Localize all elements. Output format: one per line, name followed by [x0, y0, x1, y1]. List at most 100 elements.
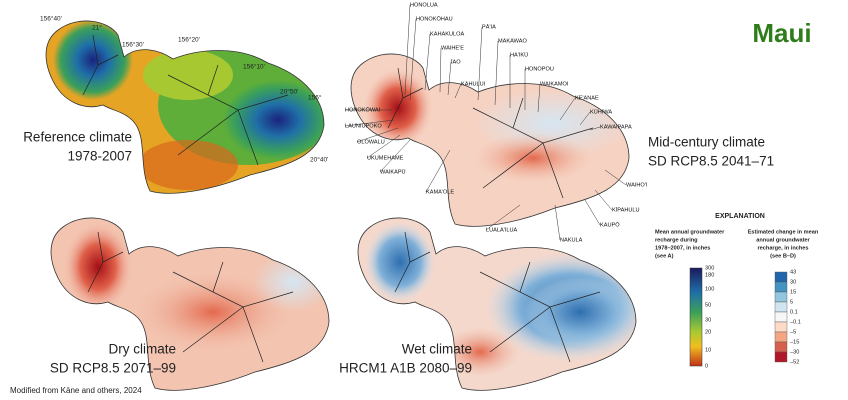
tick-label: 30 — [705, 317, 711, 323]
colorbar-step — [774, 311, 788, 323]
leader-line — [379, 139, 411, 173]
place-label: KAHULUI — [461, 81, 486, 87]
place-label: NAKULA — [560, 237, 583, 243]
tick-label: –15 — [790, 339, 799, 345]
leader-line — [494, 40, 499, 106]
colorbar-change — [774, 271, 788, 363]
place-label: UKUMEHAME — [367, 155, 404, 161]
place-label: KAUPŌ — [600, 221, 620, 228]
leader-line — [594, 189, 613, 211]
tick-label: 180 — [705, 272, 714, 278]
panel-label: SD RCP8.5 2041–71 — [648, 154, 774, 169]
leader-line — [356, 127, 399, 143]
leader-line — [439, 47, 442, 93]
place-label: ĪAO — [451, 58, 461, 65]
leader-line — [366, 134, 401, 159]
place-label: HA'IKŪ — [510, 51, 528, 58]
leader-line — [537, 83, 541, 113]
place-label: KE'ANAE — [575, 95, 599, 101]
colorbar-step — [774, 321, 788, 333]
place-label: KĪPAHULU — [612, 206, 640, 213]
legend-caption: annual groundwater — [756, 237, 810, 243]
panel-label: Mid-century climate — [648, 135, 765, 150]
panel-label: 1978-2007 — [67, 149, 132, 164]
tick-label: –30 — [790, 349, 799, 355]
panel-label: Reference climate — [23, 130, 132, 145]
tick-label: –0.1 — [790, 319, 801, 325]
leader-line — [604, 169, 627, 186]
leader-line — [454, 83, 462, 99]
leader-line — [579, 111, 591, 126]
labels: Reference climate 1978-2007 Mid-century cl… — [23, 2, 774, 375]
place-label: WAIHE'E — [441, 45, 464, 51]
leader-line — [559, 97, 576, 121]
legend — [689, 267, 788, 367]
place-label: MAKAWAO — [498, 38, 527, 44]
tick-label: 0.1 — [790, 309, 798, 315]
coordinate-label: 156°20' — [178, 36, 200, 44]
coordinate-label: 156° — [308, 94, 322, 102]
tick-label: –5 — [790, 329, 796, 335]
leader-line — [424, 33, 431, 91]
tick-label: 0 — [705, 363, 708, 369]
leader-line — [477, 26, 483, 101]
tick-label: 10 — [705, 347, 711, 353]
tick-label: 20 — [705, 329, 711, 335]
colorbar-step — [774, 331, 788, 343]
coordinate-label: 156°30' — [122, 41, 144, 49]
footer: Modified from Kāne and others, 2024 — [10, 386, 142, 395]
tick-label: 43 — [790, 269, 796, 275]
leader-line — [589, 126, 601, 131]
leader-line — [404, 4, 411, 96]
leader-line — [447, 61, 452, 96]
place-label: OLOWALU — [357, 139, 385, 145]
coordinate-label: 20°40' — [310, 156, 328, 164]
map-wet — [357, 217, 637, 391]
colorbar-step — [774, 291, 788, 303]
place-label: KAHAKULOA — [430, 31, 464, 37]
legend-caption: (see B–D) — [770, 253, 796, 259]
leader-line — [554, 204, 561, 241]
tick-label: –52 — [790, 359, 799, 365]
legend-caption: recharge, in inches — [758, 245, 809, 251]
legend-caption: Mean annual groundwater — [655, 229, 725, 235]
place-label: KAWAIPAPA — [600, 124, 632, 130]
legend-caption: recharge during — [655, 237, 698, 243]
map-mid-century — [350, 53, 630, 227]
place-label: LUALA'ILUA — [486, 227, 517, 233]
title: Maui — [752, 18, 811, 48]
panel-label: SD RCP8.5 2071–99 — [50, 361, 176, 376]
map-reference — [45, 20, 325, 194]
place-label: HONOKŌHAU — [416, 15, 453, 22]
place-label: WAIKAPŪ — [380, 168, 406, 175]
panel-label: HRCM1 A1B 2080–99 — [339, 361, 472, 376]
tick-label: 50 — [705, 302, 711, 308]
place-label: WAIKAMOI — [540, 81, 569, 87]
legend-caption: Estimated change in mean — [748, 229, 819, 235]
colorbar-recharge — [689, 267, 703, 367]
place-label: PĀ'IA — [482, 23, 496, 30]
tick-label: 15 — [790, 289, 796, 295]
colorbar-step — [774, 351, 788, 363]
legend-caption: (see A) — [655, 253, 674, 259]
coordinate-label: 156°40' — [40, 15, 62, 23]
place-label: HONOKŌWAI — [345, 106, 381, 113]
colorbar-step — [774, 301, 788, 313]
tick-label: 5 — [790, 299, 793, 305]
leader-line — [344, 119, 395, 127]
coordinate-label: 20°50' — [280, 88, 298, 96]
leader-line — [425, 149, 451, 193]
tick-label: 100 — [705, 286, 714, 292]
panel-label: Wet climate — [402, 342, 472, 357]
place-label: KAMA'OLE — [426, 189, 454, 195]
place-label: HONOLUA — [410, 2, 438, 8]
coordinate-label: 156°10' — [243, 63, 265, 71]
tick-label: 300 — [705, 265, 714, 271]
tick-label: 30 — [790, 279, 796, 285]
colorbar-step — [774, 271, 788, 283]
place-label: LAUNIUPOKO — [345, 123, 382, 129]
legend-caption: 1978–2007, in inches — [655, 245, 710, 251]
coordinate-label: 21° — [92, 24, 102, 32]
leader-line — [485, 204, 521, 231]
